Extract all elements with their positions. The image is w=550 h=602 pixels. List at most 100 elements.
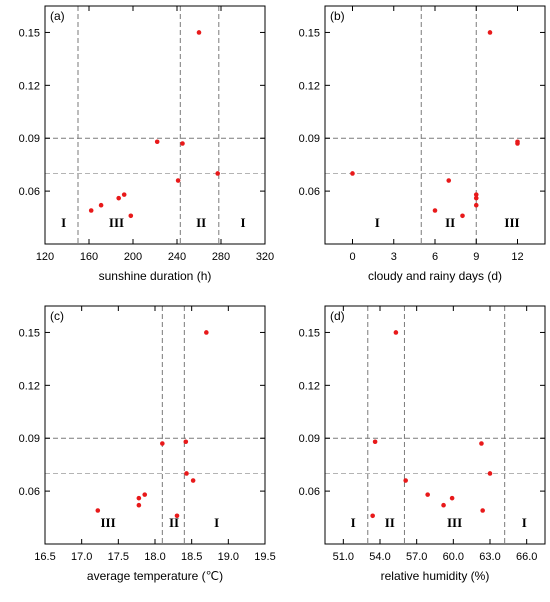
x-tick-label: 280 xyxy=(212,251,230,263)
data-point xyxy=(372,439,378,445)
x-tick-label: 16.5 xyxy=(34,551,55,563)
y-tick-label: 0.06 xyxy=(299,186,320,198)
x-tick-label: 51.0 xyxy=(333,551,354,563)
zone-label: I xyxy=(214,515,219,530)
x-tick-label: 120 xyxy=(36,251,54,263)
data-point xyxy=(196,30,202,35)
x-tick-label: 19.5 xyxy=(254,551,275,563)
panel-label: (d) xyxy=(330,309,345,323)
x-axis-label: average temperature (℃) xyxy=(87,569,223,583)
data-point xyxy=(98,202,104,208)
chart-panel: 0.06 0.09 0.12 0.15 0 3 6 9 12 cloudy and rainy d… xyxy=(299,5,546,283)
x-tick-label: 12 xyxy=(511,251,523,263)
data-point xyxy=(121,192,127,197)
data-point xyxy=(473,192,479,197)
data-point xyxy=(128,213,134,219)
data-point xyxy=(403,478,408,483)
x-tick-label: 66.0 xyxy=(516,551,537,563)
y-tick-label: 0.09 xyxy=(19,133,40,145)
zone-label: III xyxy=(100,515,115,530)
data-point xyxy=(432,208,438,213)
x-tick-label: 19.0 xyxy=(218,551,239,563)
x-tick-label: 9 xyxy=(473,251,479,263)
x-tick-label: 160 xyxy=(80,251,98,263)
y-tick-label: 0.15 xyxy=(299,27,320,39)
zone-label: III xyxy=(109,215,124,230)
data-point xyxy=(190,478,196,483)
x-tick-label: 17.0 xyxy=(71,551,92,563)
data-point xyxy=(473,195,479,201)
x-tick-label: 240 xyxy=(168,251,186,263)
data-point xyxy=(473,202,479,208)
data-point xyxy=(95,508,101,513)
data-point xyxy=(487,30,493,35)
x-tick-label: 57.0 xyxy=(406,551,427,563)
y-tick-label: 0.15 xyxy=(19,327,40,339)
zone-label: II xyxy=(445,215,455,230)
x-tick-label: 17.5 xyxy=(108,551,129,563)
chart-panel: 0.06 0.09 0.12 0.15 120 160 200 240 280 320 sunshi… xyxy=(19,5,274,283)
y-tick-label: 0.12 xyxy=(19,380,40,392)
data-point xyxy=(180,141,185,146)
x-axis-label: relative humidity (%) xyxy=(381,569,490,583)
data-point xyxy=(215,171,220,176)
zone-label: I xyxy=(61,215,66,230)
y-tick-label: 0.06 xyxy=(19,486,40,498)
data-point xyxy=(142,492,148,497)
data-point xyxy=(136,495,142,501)
y-tick-label: 0.09 xyxy=(19,433,40,445)
data-point xyxy=(183,439,189,445)
x-tick-label: 6 xyxy=(432,251,438,263)
y-tick-label: 0.15 xyxy=(299,327,320,339)
x-tick-label: 320 xyxy=(256,251,274,263)
zone-label: I xyxy=(375,215,380,230)
zone-label: II xyxy=(196,215,206,230)
y-tick-label: 0.09 xyxy=(299,133,320,145)
panel-label: (c) xyxy=(50,309,64,323)
plot-frame xyxy=(44,5,266,245)
data-point xyxy=(487,471,493,476)
x-axis-label: cloudy and rainy days (d) xyxy=(368,269,502,283)
data-point xyxy=(479,441,484,446)
data-point xyxy=(446,178,452,183)
chart-panel: 0.06 0.09 0.12 0.15 51.0 54.0 57.0 60.0 63.0 66.0… xyxy=(299,305,546,583)
chart-panel: 0.06 0.09 0.12 0.15 16.5 17.0 17.5 18.0 18.5 19.0… xyxy=(19,305,276,583)
zone-label: I xyxy=(240,215,245,230)
x-tick-label: 18.5 xyxy=(181,551,202,563)
y-tick-label: 0.09 xyxy=(299,433,320,445)
data-point xyxy=(184,471,189,476)
x-tick-label: 200 xyxy=(124,251,142,263)
x-tick-label: 54.0 xyxy=(369,551,390,563)
data-point xyxy=(480,508,485,513)
data-point xyxy=(370,513,375,519)
x-tick-label: 3 xyxy=(391,251,397,263)
y-tick-label: 0.15 xyxy=(19,27,40,39)
data-point xyxy=(460,213,465,219)
zone-label: I xyxy=(522,515,527,530)
x-tick-label: 18.0 xyxy=(144,551,165,563)
data-point xyxy=(425,492,430,497)
data-point xyxy=(154,139,160,145)
data-point xyxy=(441,502,446,508)
zone-label: II xyxy=(385,515,395,530)
y-tick-label: 0.12 xyxy=(299,80,320,92)
data-point xyxy=(393,330,399,335)
data-point xyxy=(160,441,165,446)
zone-label: I xyxy=(351,515,356,530)
data-point xyxy=(449,495,455,501)
panel-label: (a) xyxy=(50,9,65,23)
x-axis-label: sunshine duration (h) xyxy=(99,269,212,283)
y-tick-label: 0.12 xyxy=(19,80,40,92)
data-point xyxy=(88,208,94,213)
data-point xyxy=(116,195,121,201)
data-point xyxy=(174,513,180,519)
zone-label: III xyxy=(504,215,519,230)
data-point xyxy=(175,178,181,183)
data-point xyxy=(515,139,520,145)
x-tick-label: 60.0 xyxy=(443,551,464,563)
x-tick-label: 0 xyxy=(349,251,355,263)
plot-frame xyxy=(324,305,546,545)
data-point xyxy=(204,330,209,335)
